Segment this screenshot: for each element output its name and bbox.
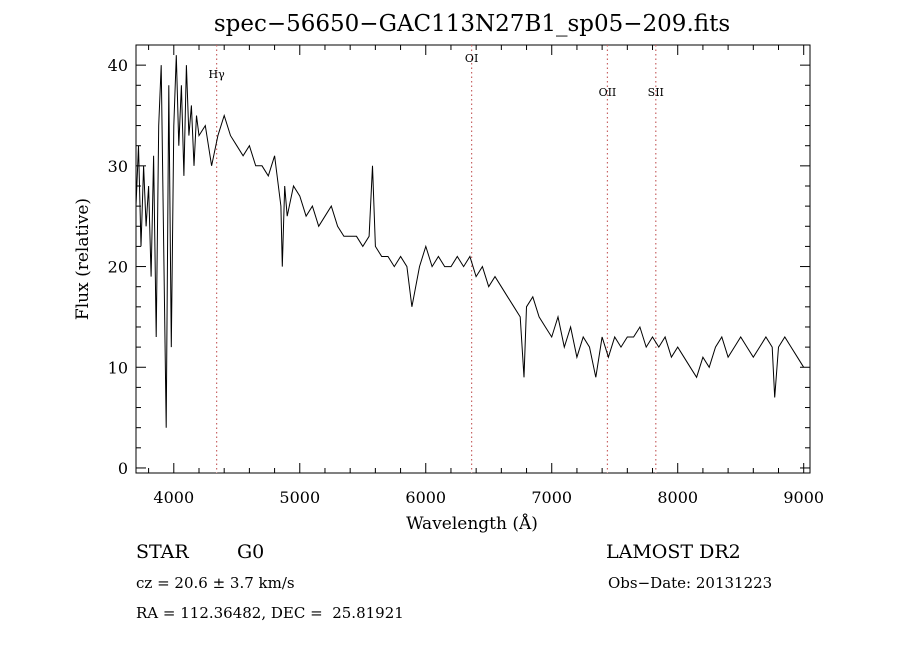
- x-tick-label: 9000: [783, 488, 824, 507]
- spectral-line-label: OII: [599, 86, 617, 99]
- x-tick-label: 6000: [405, 488, 446, 507]
- observation-date: Obs−Date: 20131223: [608, 574, 773, 592]
- plot-area: [135, 44, 811, 474]
- spectral-line-label: Hγ: [209, 68, 226, 81]
- y-tick-label: 30: [108, 157, 128, 176]
- y-axis-label: Flux (relative): [73, 198, 93, 320]
- y-tick-label: 0: [118, 459, 128, 478]
- y-tick-label: 20: [108, 258, 128, 277]
- redshift-readout: cz = 20.6 ± 3.7 km/s: [136, 574, 295, 592]
- y-tick-label: 10: [108, 358, 128, 377]
- spectrum-line: [135, 55, 805, 428]
- x-tick-label: 7000: [531, 488, 572, 507]
- spectral-line-label: OI: [465, 52, 478, 65]
- x-tick-label: 4000: [153, 488, 194, 507]
- x-tick-label: 8000: [657, 488, 698, 507]
- chart-title: spec−56650−GAC113N27B1_sp05−209.fits: [214, 11, 730, 37]
- survey-name: LAMOST DR2: [606, 541, 741, 563]
- coordinates-readout: RA = 112.36482, DEC = 25.81921: [136, 604, 404, 622]
- spectral-line-label: SII: [648, 86, 664, 99]
- x-axis-label: Wavelength (Å): [406, 513, 538, 534]
- x-tick-label: 5000: [279, 488, 320, 507]
- object-class: STAR: [136, 541, 189, 563]
- y-tick-label: 40: [108, 56, 128, 75]
- spectrum-chart: spec−56650−GAC113N27B1_sp05−209.fits Hγ O…: [73, 11, 824, 534]
- plot-frame: [135, 44, 811, 474]
- object-subclass: G0: [237, 541, 265, 563]
